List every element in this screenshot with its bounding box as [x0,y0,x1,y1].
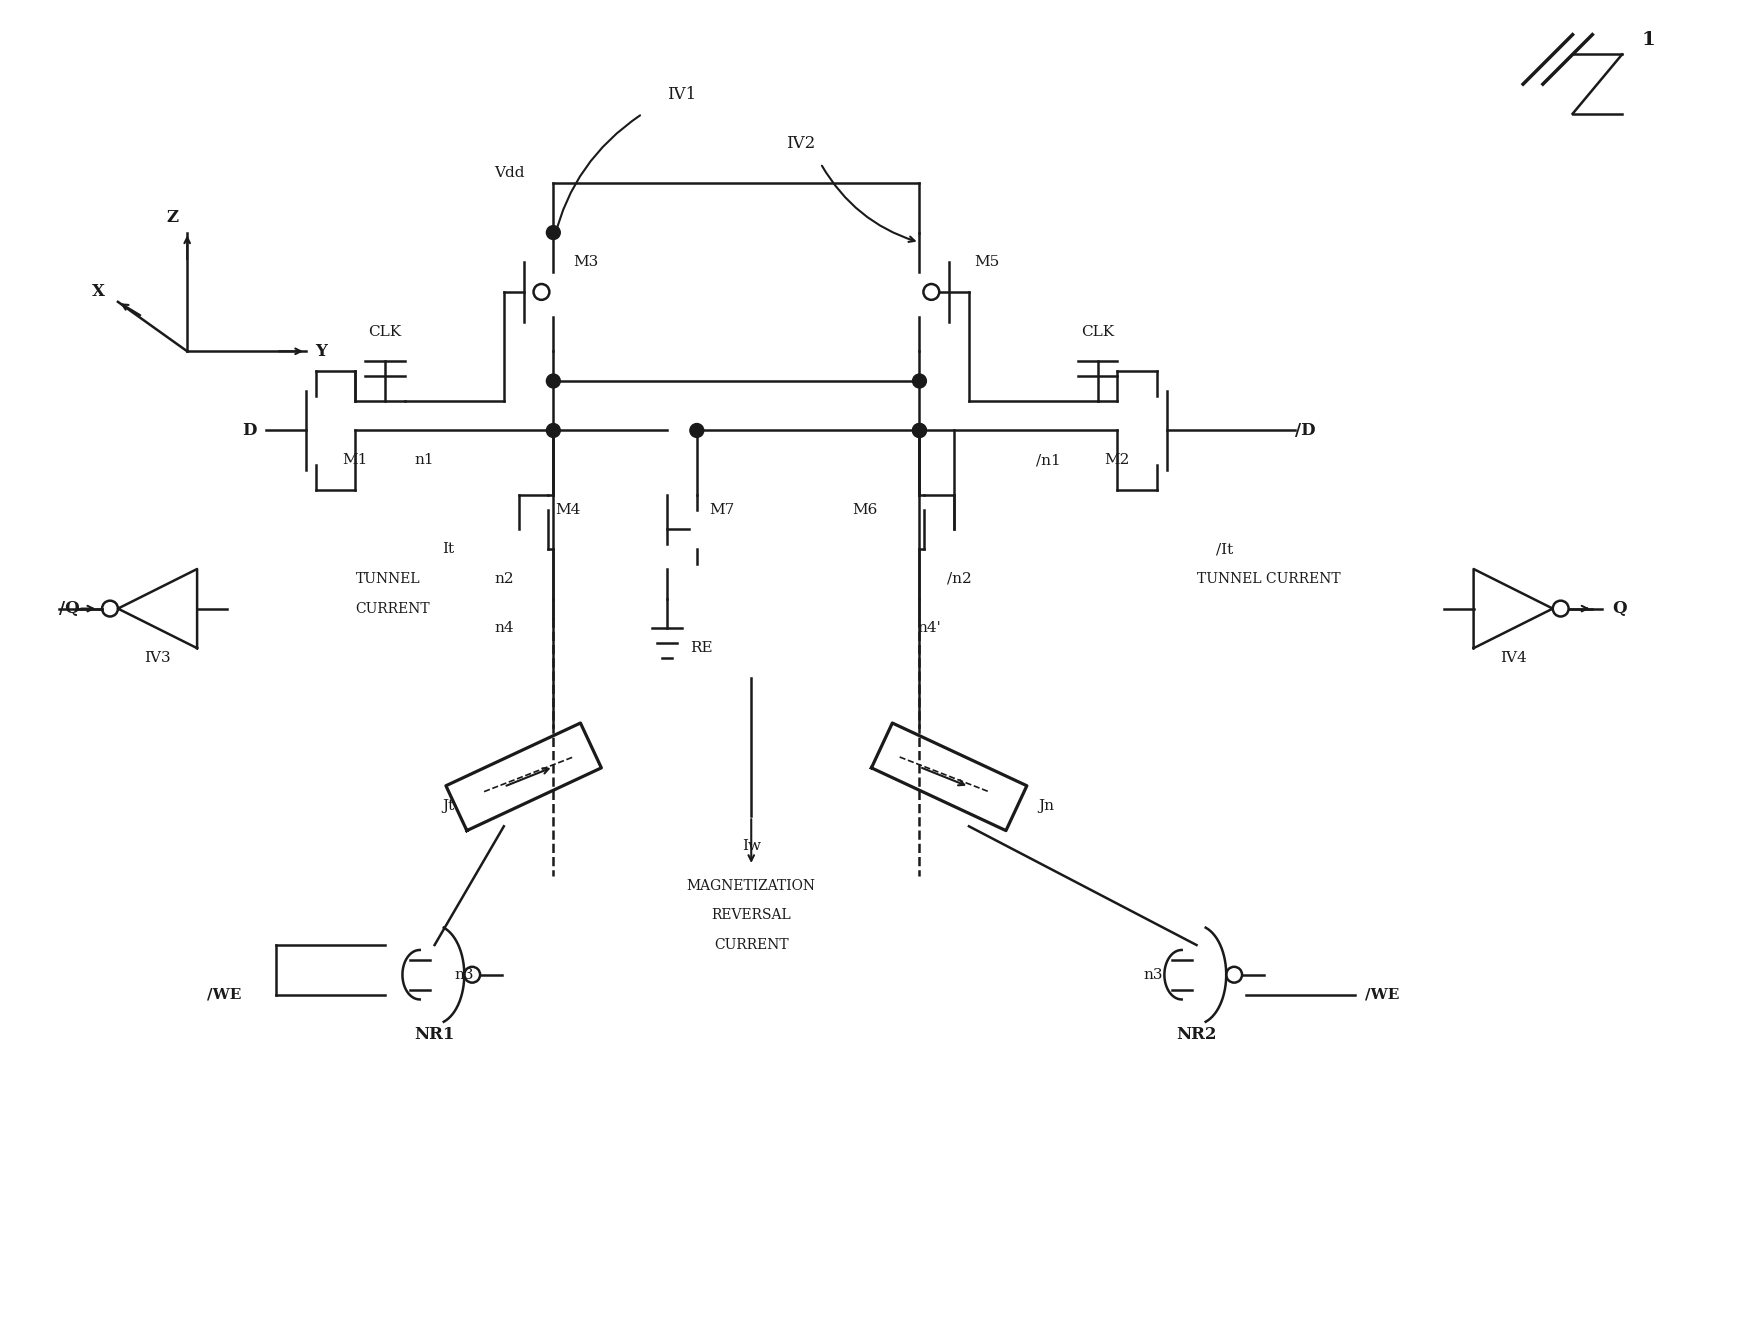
Text: IV2: IV2 [787,135,815,151]
Text: /It: /It [1216,542,1233,556]
Text: IV1: IV1 [667,85,697,102]
Text: n2: n2 [493,572,514,586]
Circle shape [690,424,703,437]
Text: REVERSAL: REVERSAL [712,908,790,923]
Text: TUNNEL: TUNNEL [356,572,420,586]
Text: MAGNETIZATION: MAGNETIZATION [686,879,816,892]
Text: Vdd: Vdd [493,166,525,181]
Circle shape [547,424,561,437]
Circle shape [912,374,926,388]
Text: Q: Q [1612,600,1628,618]
Text: CURRENT: CURRENT [714,938,789,952]
Text: Iw: Iw [742,839,761,853]
Text: M5: M5 [974,255,999,270]
Text: RE: RE [690,641,714,655]
Text: M2: M2 [1105,453,1131,467]
Text: M4: M4 [556,502,580,517]
Text: NR1: NR1 [415,1025,455,1042]
Text: Z: Z [167,210,179,226]
Text: M1: M1 [342,453,368,467]
Text: n1: n1 [415,453,434,467]
Text: D: D [241,422,257,440]
Text: /Q: /Q [59,600,80,618]
Text: n4': n4' [917,622,941,635]
Text: n3': n3' [1143,968,1167,981]
Text: CLK: CLK [1080,324,1113,339]
Text: CURRENT: CURRENT [356,602,431,616]
Text: TUNNEL CURRENT: TUNNEL CURRENT [1197,572,1341,586]
Text: IV3: IV3 [144,651,170,665]
Text: X: X [92,283,104,300]
Text: NR2: NR2 [1176,1025,1218,1042]
Text: M6: M6 [853,502,877,517]
Text: /n1: /n1 [1035,453,1061,467]
Text: 1: 1 [1641,31,1655,49]
Text: Jn: Jn [1039,799,1054,814]
Text: IV4: IV4 [1499,651,1527,665]
Text: /WE: /WE [1365,988,1398,1001]
Text: /D: /D [1296,422,1317,440]
Circle shape [912,424,926,437]
Text: /n2: /n2 [947,572,971,586]
Text: /WE: /WE [207,988,241,1001]
Text: Jt: Jt [443,799,455,814]
Text: M7: M7 [709,502,735,517]
Text: n4: n4 [493,622,514,635]
Text: M3: M3 [573,255,598,270]
Text: Y: Y [314,343,327,360]
Circle shape [912,424,926,437]
Circle shape [547,226,561,239]
Text: CLK: CLK [368,324,401,339]
Text: n3: n3 [455,968,474,981]
Text: It: It [443,542,455,556]
Circle shape [547,374,561,388]
